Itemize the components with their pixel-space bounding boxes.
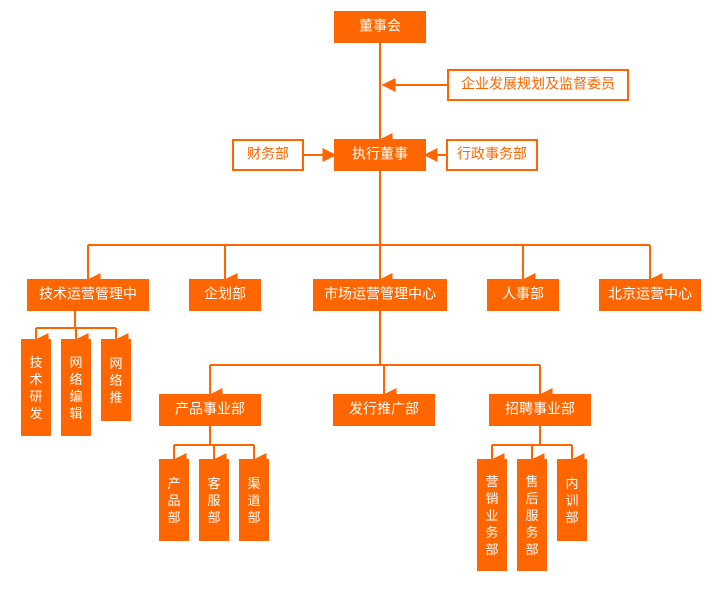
node-label: 财务部 [247, 147, 289, 163]
node-n13: 产品事业部 [160, 395, 260, 425]
nodes-layer: 董事会企业发展规划及监督委员财务部 执行董事 行政事务部技术运营管理中 企划部 市场运营… [22, 12, 700, 570]
node-n17: 客服部 [200, 460, 228, 540]
node-n5: 技术运营管理中 [28, 280, 148, 310]
node-n20: 售后服务部 [518, 460, 546, 570]
node-label: 产品部 [167, 476, 180, 525]
node-label: 内训部 [565, 476, 578, 525]
node-n7: 市场运营管理中心 [314, 280, 446, 310]
node-label: 网络推 [109, 356, 122, 405]
node-n6: 企划部 [190, 280, 260, 310]
node-label: 执行董事 [352, 147, 408, 163]
node-label: 人事部 [502, 287, 544, 303]
node-n16: 产品部 [160, 460, 188, 540]
node-label: 渠道部 [247, 476, 260, 525]
node-n9: 北京运营中心 [600, 280, 700, 310]
node-label: 招聘事业部 [505, 402, 575, 418]
node-n14: 发行推广部 [334, 395, 434, 425]
node-n21: 内训部 [558, 460, 586, 540]
node-label: 行政事务部 [457, 147, 527, 163]
node-label: 市场运营管理中心 [324, 286, 436, 303]
node-n3: 执行董事 [335, 140, 425, 170]
node-n2: 财务部 [233, 140, 303, 170]
node-label: 技术运营管理中 [39, 287, 137, 303]
node-n0: 董事会 [335, 12, 425, 42]
node-n1: 企业发展规划及监督委员 [448, 70, 628, 100]
node-label: 营销业务部 [485, 474, 498, 557]
node-n11: 网络编辑 [62, 340, 90, 435]
node-label: 董事会 [359, 19, 401, 35]
node-n10: 技术研发 [22, 340, 50, 435]
node-label: 售后服务部 [525, 474, 538, 557]
node-n18: 渠道部 [240, 460, 268, 540]
node-label: 客服部 [207, 476, 220, 525]
node-n19: 营销业务部 [478, 460, 506, 570]
node-label: 发行推广部 [349, 402, 419, 418]
node-n4: 行政事务部 [447, 140, 537, 170]
node-label: 企业发展规划及监督委员 [461, 76, 615, 93]
node-n8: 人事部 [488, 280, 558, 310]
node-label: 企划部 [204, 286, 246, 303]
node-label: 北京运营中心 [608, 287, 692, 303]
node-label: 产品事业部 [175, 402, 245, 418]
node-n12: 网络推 [102, 340, 130, 420]
org-chart: 董事会企业发展规划及监督委员财务部 执行董事 行政事务部技术运营管理中 企划部 市场运营… [0, 0, 720, 601]
node-n15: 招聘事业部 [490, 395, 590, 425]
